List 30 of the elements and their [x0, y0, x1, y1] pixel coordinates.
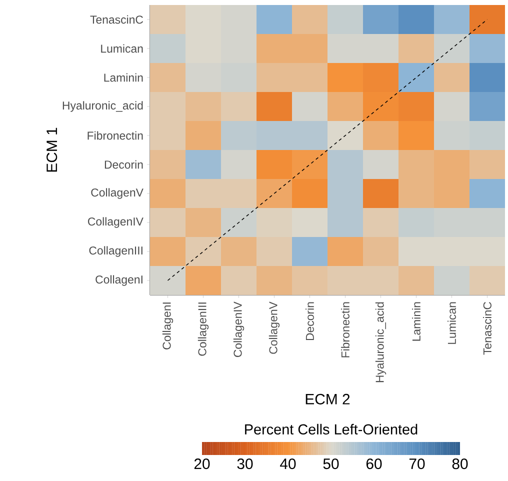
- y-tick-label: CollagenIII: [89, 246, 142, 257]
- y-tick-label: CollagenIV: [88, 217, 144, 228]
- x-tick-label: CollagenIII: [198, 302, 209, 356]
- y-tick-label: Fibronectin: [88, 131, 143, 140]
- color-bar-label: 40: [280, 458, 296, 470]
- x-tick-label: Hyaluronic_acid: [375, 302, 386, 382]
- y-tick-label: TenascinC: [90, 15, 144, 24]
- x-tick-label: Laminin: [412, 302, 420, 341]
- y-tick-label: Decorin: [104, 160, 143, 169]
- y-tick-label: Hyaluronic_acid: [62, 101, 143, 112]
- x-tick-label: CollagenIV: [233, 302, 244, 357]
- color-bar-label: 50: [323, 458, 339, 470]
- color-bar-label: 20: [194, 458, 210, 470]
- color-bar-label: 70: [409, 458, 425, 470]
- y-tick-label: Lumican: [101, 44, 143, 53]
- y-tick-label: CollagenV: [91, 188, 144, 199]
- x-tick-label: Decorin: [306, 302, 314, 340]
- color-bar-label: 30: [237, 458, 253, 470]
- x-tick-label: CollagenI: [162, 302, 174, 350]
- y-axis-title: ECM 1: [46, 128, 58, 172]
- x-tick-label: TenascinC: [483, 302, 492, 355]
- color-bar-label: 80: [452, 458, 468, 470]
- x-tick-label: CollagenV: [268, 302, 280, 354]
- x-tick-label: Fibronectin: [341, 302, 350, 358]
- y-tick-label: CollagenI: [96, 275, 142, 286]
- x-tick-label: Lumican: [448, 302, 456, 344]
- y-tick-label: Laminin: [104, 73, 143, 82]
- color-bar-label: 60: [366, 458, 382, 470]
- x-axis-title: ECM 2: [306, 394, 350, 404]
- color-bar-title: Percent Cells Left-Oriented: [245, 424, 418, 434]
